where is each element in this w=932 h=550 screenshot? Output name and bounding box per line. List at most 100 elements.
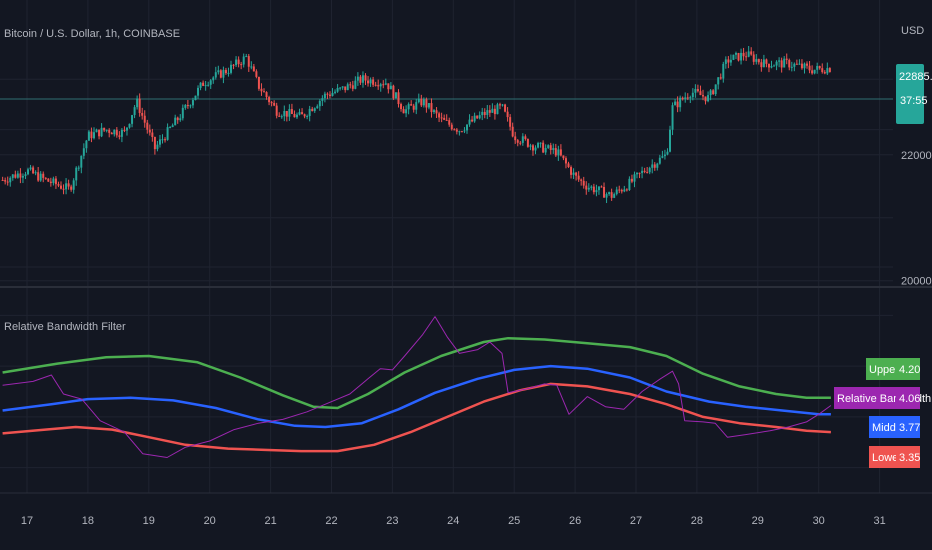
candle-body xyxy=(597,186,600,191)
candle-body xyxy=(214,72,217,78)
candle-body xyxy=(255,71,258,77)
candle-body xyxy=(506,111,509,118)
candle-body xyxy=(524,136,527,140)
candle-body xyxy=(430,103,433,113)
candle-body xyxy=(615,189,618,195)
candle-body xyxy=(496,104,499,115)
candle-body xyxy=(531,145,534,151)
candle-body xyxy=(143,115,146,123)
price-pane[interactable] xyxy=(0,45,893,204)
candle-body xyxy=(128,123,131,128)
candle-body xyxy=(257,76,260,89)
candle-body xyxy=(767,63,770,68)
candle-body xyxy=(471,119,474,122)
candle-body xyxy=(694,89,697,93)
candle-body xyxy=(321,98,324,101)
candle-body xyxy=(821,68,824,73)
candle-body xyxy=(808,65,811,71)
candle-body xyxy=(537,143,540,148)
candle-body xyxy=(402,109,405,114)
candle-body xyxy=(481,111,484,116)
candle-body xyxy=(800,63,803,69)
candle-body xyxy=(427,103,430,108)
candle-body xyxy=(740,52,743,61)
price-badge-countdown: 37:55 xyxy=(900,95,928,107)
candle-body xyxy=(699,91,702,96)
candle-body xyxy=(762,59,765,68)
time-axis[interactable]: 17 18 19 20 21 22 23 24 25 26 27 28 29 30 31 xyxy=(21,515,886,527)
time-tick-label: 24 xyxy=(447,515,459,527)
candle-body xyxy=(567,163,570,168)
candle-body xyxy=(405,109,408,114)
candle-body xyxy=(460,131,463,133)
candle-body xyxy=(77,167,80,169)
candle-body xyxy=(118,135,121,137)
time-tick-label: 19 xyxy=(143,515,155,527)
candle-body xyxy=(468,119,471,125)
candle-body xyxy=(400,104,403,110)
candle-body xyxy=(549,145,552,150)
candle-body xyxy=(793,63,796,67)
candle-body xyxy=(415,102,418,110)
candle-body xyxy=(67,183,70,187)
candle-body xyxy=(115,129,118,136)
candle-body xyxy=(156,144,159,150)
price-tick-label: 22000.00 xyxy=(901,150,932,162)
candle-body xyxy=(179,118,182,121)
candle-body xyxy=(346,84,349,91)
candle-body xyxy=(410,104,413,106)
candle-body xyxy=(701,95,704,97)
candle-body xyxy=(11,174,14,178)
legend-name-bg xyxy=(869,446,896,468)
candle-body xyxy=(724,59,727,64)
candle-body xyxy=(438,113,441,118)
candle-body xyxy=(158,139,161,145)
candle-body xyxy=(364,75,367,81)
candle-body xyxy=(544,147,547,153)
legend-value-bg xyxy=(896,416,920,438)
candle-body xyxy=(476,115,479,119)
candle-body xyxy=(600,186,603,188)
candle-body xyxy=(394,92,397,99)
candle-body xyxy=(412,105,415,110)
candle-body xyxy=(542,142,545,153)
candle-body xyxy=(813,69,816,74)
candle-body xyxy=(37,172,40,181)
candle-body xyxy=(443,117,446,120)
candle-body xyxy=(592,186,595,193)
indicator-pane[interactable] xyxy=(2,316,832,458)
candle-body xyxy=(448,120,451,125)
candle-body xyxy=(501,104,504,106)
candle-body xyxy=(367,80,370,84)
candle-body xyxy=(630,178,633,182)
candle-body xyxy=(603,187,606,198)
candle-body xyxy=(189,105,192,107)
candle-body xyxy=(16,173,19,178)
candle-body xyxy=(133,107,136,116)
candle-body xyxy=(620,190,623,192)
legend-name: Lower xyxy=(872,452,902,464)
candle-body xyxy=(82,148,85,156)
candle-body xyxy=(90,131,93,139)
candle-body xyxy=(283,110,286,117)
candle-body xyxy=(204,85,207,87)
candle-body xyxy=(529,145,532,147)
candle-body xyxy=(6,181,9,183)
candle-body xyxy=(773,65,776,67)
candle-body xyxy=(174,117,177,126)
candle-body xyxy=(559,149,562,156)
candle-body xyxy=(62,188,65,190)
candle-body xyxy=(587,187,590,190)
candle-body xyxy=(184,105,187,108)
candle-body xyxy=(653,164,656,168)
candle-body xyxy=(742,52,745,57)
price-axis[interactable]: 22000.00 20000.00 xyxy=(901,150,932,288)
candle-body xyxy=(326,93,329,95)
candle-body xyxy=(181,107,184,119)
candle-body xyxy=(120,129,123,137)
candle-body xyxy=(788,59,791,68)
candle-body xyxy=(425,99,428,108)
candle-body xyxy=(70,186,73,190)
candle-body xyxy=(676,101,679,108)
